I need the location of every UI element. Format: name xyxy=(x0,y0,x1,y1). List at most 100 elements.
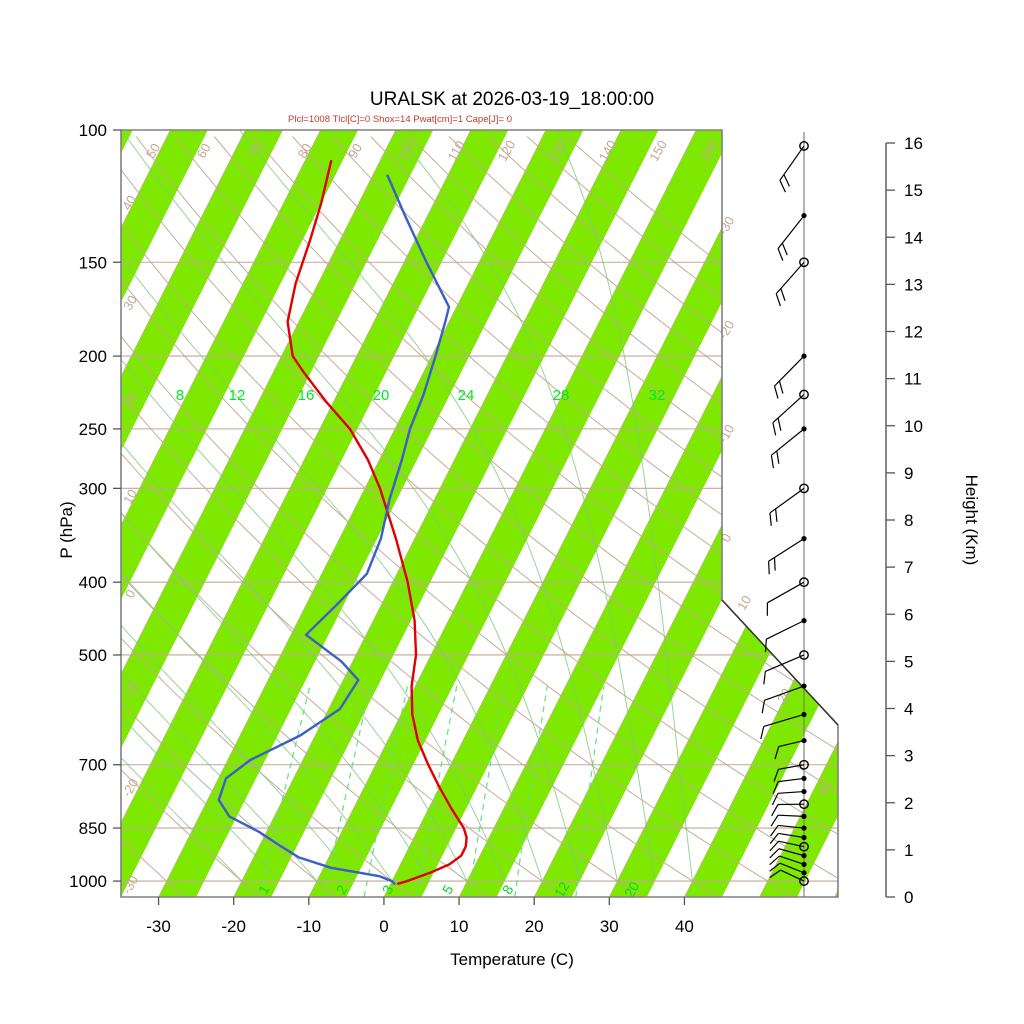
wind-barb xyxy=(769,862,807,876)
height-tick-label: 2 xyxy=(904,794,913,813)
dry-adiabat-label: 20 xyxy=(120,390,140,410)
height-tick-label: 13 xyxy=(904,275,923,294)
isotherm-label: 8 xyxy=(176,387,184,404)
wind-barb xyxy=(770,813,807,827)
wind-barb xyxy=(764,618,807,653)
wind-level-ring-marker xyxy=(799,650,809,660)
height-axis-label: Height (Km) xyxy=(962,475,981,566)
dry-adiabat-label: 70 xyxy=(244,141,264,161)
wind-barb-column xyxy=(760,132,809,897)
dry-adiabat-label: 10 xyxy=(734,593,754,613)
x-tick-label: 40 xyxy=(675,917,694,936)
y-tick-label: 250 xyxy=(79,420,107,439)
x-tick-label: -10 xyxy=(297,917,322,936)
wind-level-ring-marker xyxy=(799,876,809,886)
y-tick-label: 700 xyxy=(79,756,107,775)
isotherm-label: 32 xyxy=(649,387,666,404)
height-tick-label: 1 xyxy=(904,841,913,860)
height-tick-label: 15 xyxy=(904,181,923,200)
wind-level-ring-marker xyxy=(799,389,809,400)
x-tick-label: -20 xyxy=(221,917,246,936)
wind-barb xyxy=(769,840,809,852)
x-tick-label: 10 xyxy=(450,917,469,936)
wind-barb xyxy=(771,799,809,817)
wind-level-ring-marker xyxy=(799,577,809,588)
y-axis: 100 150 200 250 300 400 500 700 850 1000 xyxy=(69,121,121,891)
wind-barb xyxy=(760,711,807,740)
y-tick-label: 150 xyxy=(79,253,107,272)
wind-level-dot-marker xyxy=(801,853,807,859)
wind-barb xyxy=(773,353,807,399)
wind-barb xyxy=(769,869,809,886)
isotherm-labels: 8 12 16 20 24 28 32 xyxy=(176,387,666,404)
x-tick-label: 30 xyxy=(600,917,619,936)
y-tick-label: 300 xyxy=(79,479,107,498)
dry-adiabat-label: 50 xyxy=(143,141,163,161)
height-tick-label: 14 xyxy=(904,228,923,247)
moist-adiabat-lines xyxy=(121,130,693,882)
isotherm-label: 28 xyxy=(553,387,570,404)
height-tick-label: 12 xyxy=(904,323,923,342)
wind-barb xyxy=(769,848,807,859)
x-axis: -30 -20 -10 0 10 20 30 40 xyxy=(146,897,694,936)
plot-frame xyxy=(120,129,839,898)
dewpoint-curve xyxy=(217,174,451,885)
x-tick-label: -30 xyxy=(146,917,171,936)
wind-level-ring-marker xyxy=(799,141,809,151)
y-tick-label: 850 xyxy=(79,819,107,838)
isotherm-label: 12 xyxy=(229,387,246,404)
height-tick-label: 9 xyxy=(904,464,913,483)
grid-lines xyxy=(121,130,838,897)
wind-level-dot-marker xyxy=(801,834,807,841)
clipped-corner-edge xyxy=(721,599,839,726)
wind-barb xyxy=(773,759,809,782)
wind-barb xyxy=(761,683,807,714)
dry-adiabat-label: 90 xyxy=(345,141,365,161)
wind-barb xyxy=(763,650,809,685)
dry-adiabat-label: 20 xyxy=(774,686,794,706)
wind-level-ring-marker xyxy=(799,841,809,852)
isotherm-label: 24 xyxy=(458,387,475,404)
y-tick-label: 400 xyxy=(79,573,107,592)
wind-barb xyxy=(772,775,807,794)
mixing-ratio-label: 12 xyxy=(551,879,573,901)
height-tick-label: 6 xyxy=(904,605,913,624)
height-tick-label: 16 xyxy=(904,134,923,153)
dry-adiabat-label: 60 xyxy=(193,141,213,161)
wind-level-ring-marker xyxy=(799,483,809,494)
y-tick-label: 200 xyxy=(79,347,107,366)
height-tick-label: 7 xyxy=(904,558,913,577)
y-tick-label: 1000 xyxy=(69,872,107,891)
wind-barb xyxy=(775,257,809,307)
mixing-ratio-label: 20 xyxy=(621,879,643,901)
wind-barb xyxy=(771,788,807,806)
temperature-curve xyxy=(286,159,468,885)
wind-level-dot-marker xyxy=(801,861,807,867)
x-tick-label: 20 xyxy=(525,917,544,936)
dry-adiabat-label: 10 xyxy=(120,487,140,507)
isotherm-label: 20 xyxy=(373,387,390,404)
sounding-curves xyxy=(217,159,468,885)
height-tick-label: 11 xyxy=(904,370,922,389)
y-axis-label: P (hPa) xyxy=(57,501,76,558)
dry-adiabat-label: 30 xyxy=(814,779,834,799)
wind-barb xyxy=(779,141,809,193)
y-tick-label: 500 xyxy=(79,646,107,665)
wind-barb xyxy=(772,389,809,436)
wind-barb xyxy=(768,536,807,575)
x-tick-label: 0 xyxy=(379,917,388,936)
isotherm-label: 16 xyxy=(298,387,315,404)
dry-adiabat-label: 30 xyxy=(120,293,140,313)
wind-barb xyxy=(774,737,807,760)
wind-barb xyxy=(766,577,809,616)
page-title: URALSK at 2026-03-19_18:00:00 xyxy=(370,89,654,110)
height-tick-label: 10 xyxy=(904,417,923,436)
dry-adiabat-label: 80 xyxy=(294,141,314,161)
y-tick-label: 100 xyxy=(79,121,107,140)
height-tick-label: 4 xyxy=(904,700,913,719)
x-axis-label: Temperature (C) xyxy=(450,950,574,969)
height-tick-label: 3 xyxy=(904,747,913,766)
wind-barb xyxy=(769,483,809,526)
wind-level-ring-marker xyxy=(799,257,809,268)
